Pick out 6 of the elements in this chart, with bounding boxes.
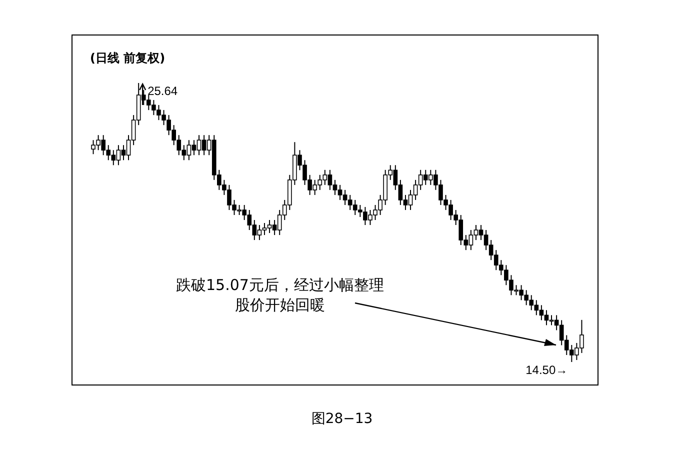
caption: 图28−13 [311,411,373,427]
annotation: 跌破15.07元后，经过小幅整理 [176,276,384,294]
chart-title: (日线 前复权) [90,51,166,65]
annotation: 25.64 [148,84,178,98]
text: 14.50→ [526,363,568,377]
annotation: 股价开始回暖 [235,296,325,314]
